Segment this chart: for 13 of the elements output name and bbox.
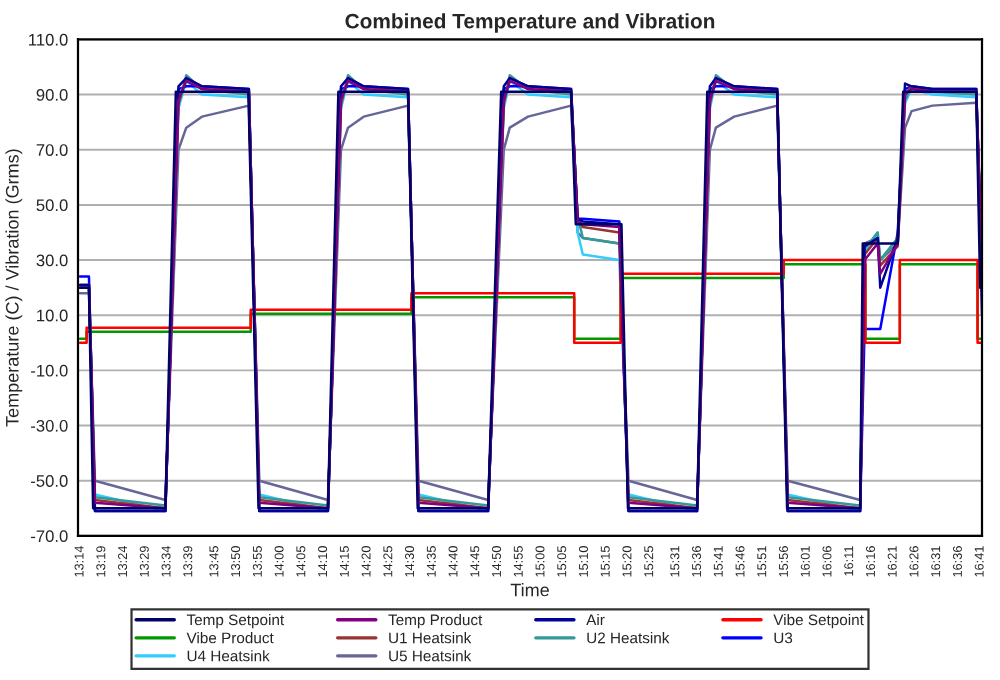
y-tick-label: 90.0 <box>36 89 68 101</box>
y-tick-label: 50.0 <box>36 199 68 212</box>
y-tick-label: -70.0 <box>31 530 68 543</box>
chart-title: Combined Temperature and Vibration <box>345 13 715 33</box>
y-tick-label: 30.0 <box>36 254 68 267</box>
y-tick-label: -10.0 <box>31 364 68 377</box>
y-tick-label: 70.0 <box>36 144 68 156</box>
y-tick-label: -30.0 <box>31 419 68 432</box>
y-tick-label: -50.0 <box>31 475 68 487</box>
y-axis-title: Temperature (C) / Vibration (Grms) <box>5 149 23 427</box>
x-axis-title: Time <box>510 583 549 597</box>
y-tick-label: 10.0 <box>37 309 68 322</box>
y-tick-label: 110.0 <box>29 33 68 46</box>
